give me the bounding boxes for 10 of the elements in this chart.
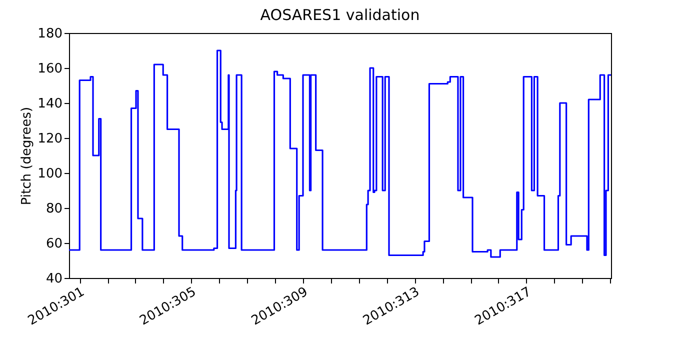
y-tick-label: 60: [46, 236, 62, 252]
y-tick-label: 180: [38, 26, 62, 42]
chart-title: AOSARES1 validation: [260, 6, 420, 24]
y-tick-label: 100: [38, 166, 62, 182]
y-tick-label: 140: [38, 96, 62, 112]
y-axis-title: Pitch (degrees): [20, 106, 35, 206]
y-tick-label: 40: [46, 272, 62, 286]
y-tick-label: 80: [46, 202, 62, 216]
y-tick-label: 160: [38, 62, 62, 76]
y-tick-label: 120: [38, 132, 62, 146]
